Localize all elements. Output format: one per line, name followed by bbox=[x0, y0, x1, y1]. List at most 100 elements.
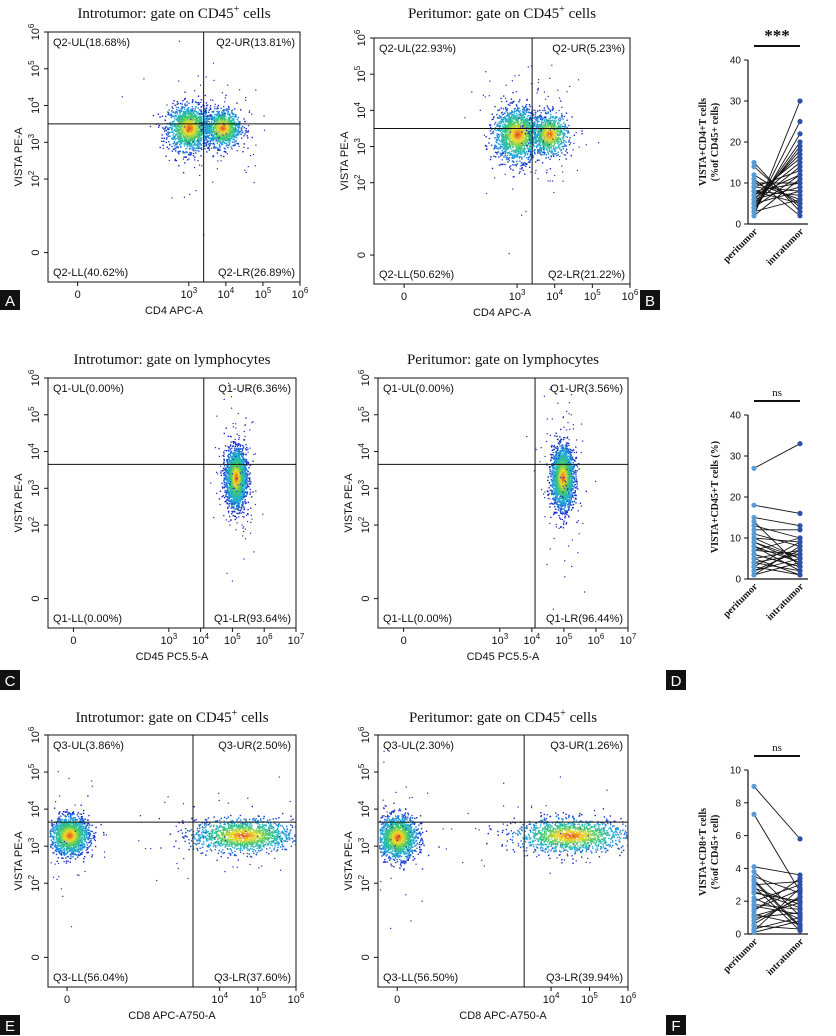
peritumor-point bbox=[751, 913, 756, 918]
x-tick-base: 10 bbox=[288, 994, 300, 1006]
panel-label-F: F bbox=[666, 1015, 686, 1035]
quadrant-label-ll: Q3-LL(56.04%) bbox=[53, 972, 128, 984]
y-tick-label: 0 bbox=[735, 930, 741, 941]
x-tick-exp: 3 bbox=[193, 286, 198, 295]
x-tick-label: 103 bbox=[491, 632, 508, 647]
quadrant-label-ul: Q3-UL(3.86%) bbox=[53, 740, 124, 752]
y-tick-label: 106 bbox=[27, 726, 42, 743]
y-tick-exp: 3 bbox=[27, 479, 36, 484]
y-tick-label: 8 bbox=[735, 798, 741, 809]
x-tick-label: 105 bbox=[584, 288, 601, 303]
category-label: intratumor bbox=[765, 936, 807, 978]
y-tick-label: 0 bbox=[30, 596, 42, 602]
y-tick-label: 106 bbox=[27, 369, 42, 386]
peritumor-point bbox=[751, 548, 756, 553]
peritumor-point bbox=[751, 784, 756, 789]
title-text: Peritumor: gate on CD45 bbox=[409, 710, 560, 726]
y-tick-base: 10 bbox=[30, 842, 42, 854]
pair-line bbox=[754, 542, 800, 567]
y-tick-base: 10 bbox=[30, 521, 42, 533]
y-tick-base: 10 bbox=[30, 731, 42, 743]
y-tick-exp: 2 bbox=[357, 516, 366, 521]
pair-line bbox=[754, 786, 800, 838]
title-text: Introtumor: gate on CD45 bbox=[75, 710, 231, 726]
y-tick-exp: 5 bbox=[27, 60, 36, 65]
significance-label: ns bbox=[772, 387, 782, 399]
flow-plot-A: Introtumor: gate on CD45+ cellsQ2-UL(18.… bbox=[13, 4, 309, 317]
x-axis-label: CD4 APC-A bbox=[145, 305, 204, 317]
peritumor-point bbox=[751, 503, 756, 508]
y-tick-exp: 4 bbox=[357, 443, 366, 448]
x-tick-exp: 3 bbox=[173, 632, 178, 641]
flow-plot-E: Introtumor: gate on CD45+ cells Q3-UL(3.8… bbox=[13, 708, 305, 1022]
x-tick-label: 106 bbox=[288, 991, 305, 1006]
y-tick-label: 105 bbox=[357, 406, 372, 423]
flow-plot-peri-E: Peritumor: gate on CD45+ cellsQ3-UL(2.30… bbox=[343, 708, 637, 1022]
y-tick-label: 20 bbox=[730, 138, 742, 149]
y-tick-exp: 2 bbox=[27, 874, 36, 879]
y-tick-exp: 6 bbox=[27, 23, 36, 28]
x-tick-base: 10 bbox=[523, 635, 535, 647]
peritumor-point bbox=[751, 205, 756, 210]
intratumor-point bbox=[797, 905, 802, 910]
y-tick-label: 40 bbox=[730, 56, 742, 67]
x-tick-label: 103 bbox=[180, 286, 197, 301]
x-tick-exp: 7 bbox=[632, 632, 637, 641]
y-tick-base: 10 bbox=[30, 484, 42, 496]
y-axis-label: VISTA PE-A bbox=[339, 131, 351, 191]
x-tick-label: 104 bbox=[211, 991, 228, 1006]
y-tick-label: 10 bbox=[730, 534, 742, 545]
quadrant-label-ul: Q2-UL(18.68%) bbox=[53, 37, 130, 49]
quadrant-label-ur: Q1-UR(3.56%) bbox=[550, 383, 623, 395]
peritumor-point bbox=[751, 812, 756, 817]
x-tick-label: 106 bbox=[622, 288, 639, 303]
x-tick-base: 10 bbox=[211, 994, 223, 1006]
panel-label-E: E bbox=[0, 1015, 20, 1035]
pair-line bbox=[754, 505, 800, 513]
y-tick-label: 0 bbox=[30, 250, 42, 256]
significance-label: ns bbox=[772, 742, 782, 754]
x-tick-label: 0 bbox=[70, 635, 76, 647]
x-tick-label: 0 bbox=[394, 994, 400, 1006]
pair-line bbox=[754, 518, 800, 526]
x-tick-base: 10 bbox=[509, 291, 521, 303]
y-tick-base: 10 bbox=[356, 143, 368, 155]
x-tick-label: 104 bbox=[192, 632, 209, 647]
y-tick-label: 105 bbox=[27, 60, 42, 77]
quadrant-label-lr: Q2-LR(26.89%) bbox=[218, 267, 295, 279]
intratumor-point bbox=[797, 548, 802, 553]
x-tick-label: 0 bbox=[75, 289, 81, 301]
y-tick-exp: 6 bbox=[357, 726, 366, 731]
peritumor-point bbox=[751, 535, 756, 540]
x-tick-base: 0 bbox=[394, 994, 400, 1006]
y-tick-label: 30 bbox=[730, 97, 742, 108]
plot-frame bbox=[378, 735, 628, 987]
y-tick-label: 104 bbox=[27, 443, 42, 460]
intratumor-point bbox=[797, 923, 802, 928]
y-tick-label: 103 bbox=[27, 837, 42, 854]
x-axis-label: CD8 APC-A750-A bbox=[128, 1010, 216, 1022]
y-tick-label: 20 bbox=[730, 493, 742, 504]
plot-frame bbox=[374, 38, 630, 284]
intratumor-point bbox=[797, 441, 802, 446]
y-tick-exp: 5 bbox=[27, 763, 36, 768]
x-tick-base: 0 bbox=[64, 994, 70, 1006]
x-tick-exp: 5 bbox=[596, 288, 601, 297]
y-tick-base: 10 bbox=[360, 448, 372, 460]
y-tick-label: 106 bbox=[27, 23, 42, 40]
x-tick-label: 104 bbox=[523, 632, 540, 647]
peritumor-point bbox=[751, 519, 756, 524]
intratumor-point bbox=[797, 189, 802, 194]
y-tick-base: 10 bbox=[360, 484, 372, 496]
plot-title: Introtumor: gate on CD45+ cells bbox=[75, 708, 268, 726]
title-text: Introtumor: gate on CD45 bbox=[77, 6, 233, 22]
y-tick-base: 0 bbox=[30, 250, 42, 256]
x-axis-label: CD4 APC-A bbox=[473, 307, 532, 319]
x-tick-base: 10 bbox=[620, 994, 632, 1006]
quadrant-label-ll: Q2-LL(50.62%) bbox=[379, 269, 454, 281]
x-tick-base: 10 bbox=[218, 289, 230, 301]
peritumor-point bbox=[751, 160, 756, 165]
x-tick-exp: 4 bbox=[555, 991, 560, 1000]
quadrant-label-ur: Q2-UR(13.81%) bbox=[216, 37, 295, 49]
y-tick-label: 106 bbox=[357, 369, 372, 386]
